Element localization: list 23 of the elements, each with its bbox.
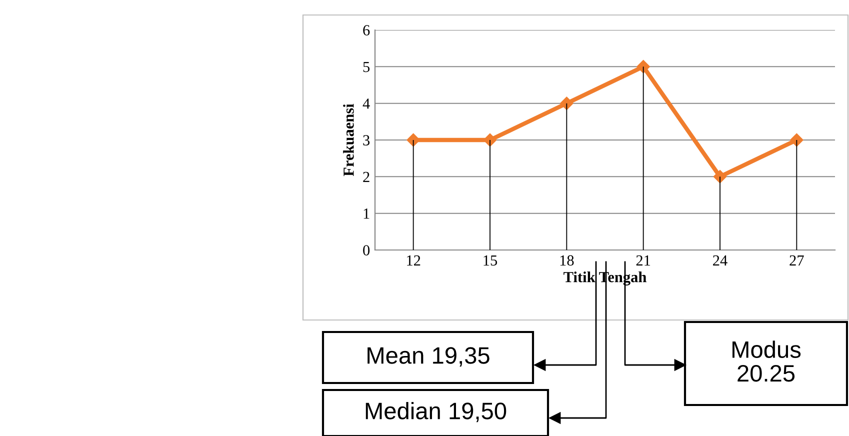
y-tick-label: 5 bbox=[363, 62, 370, 72]
y-tick-label: 2 bbox=[363, 172, 370, 182]
point bbox=[406, 133, 420, 147]
y-tick-label: 6 bbox=[363, 25, 370, 36]
point bbox=[636, 60, 650, 74]
x-tick-label: 12 bbox=[407, 255, 420, 266]
text: Mean 19,35 bbox=[368, 347, 490, 367]
x-tick-label: 27 bbox=[790, 255, 804, 266]
y-tick-label: 0 bbox=[363, 245, 370, 256]
y-tick-label: 1 bbox=[364, 208, 370, 219]
y-tick-label: 4 bbox=[362, 98, 370, 109]
x-tick-label: 15 bbox=[484, 255, 498, 266]
text: Modus 20.25 bbox=[732, 340, 801, 382]
y-tick-label: 3 bbox=[363, 135, 370, 146]
x-tick-label: 24 bbox=[713, 255, 728, 266]
y-axis-title: Frekuaensi bbox=[343, 104, 354, 176]
x-tick-label: 18 bbox=[560, 255, 574, 266]
point bbox=[713, 170, 727, 184]
point bbox=[483, 133, 497, 147]
point bbox=[560, 96, 574, 110]
point bbox=[790, 133, 804, 147]
x-tick-label: 21 bbox=[636, 255, 650, 266]
text: Median 19,50 bbox=[366, 402, 506, 422]
